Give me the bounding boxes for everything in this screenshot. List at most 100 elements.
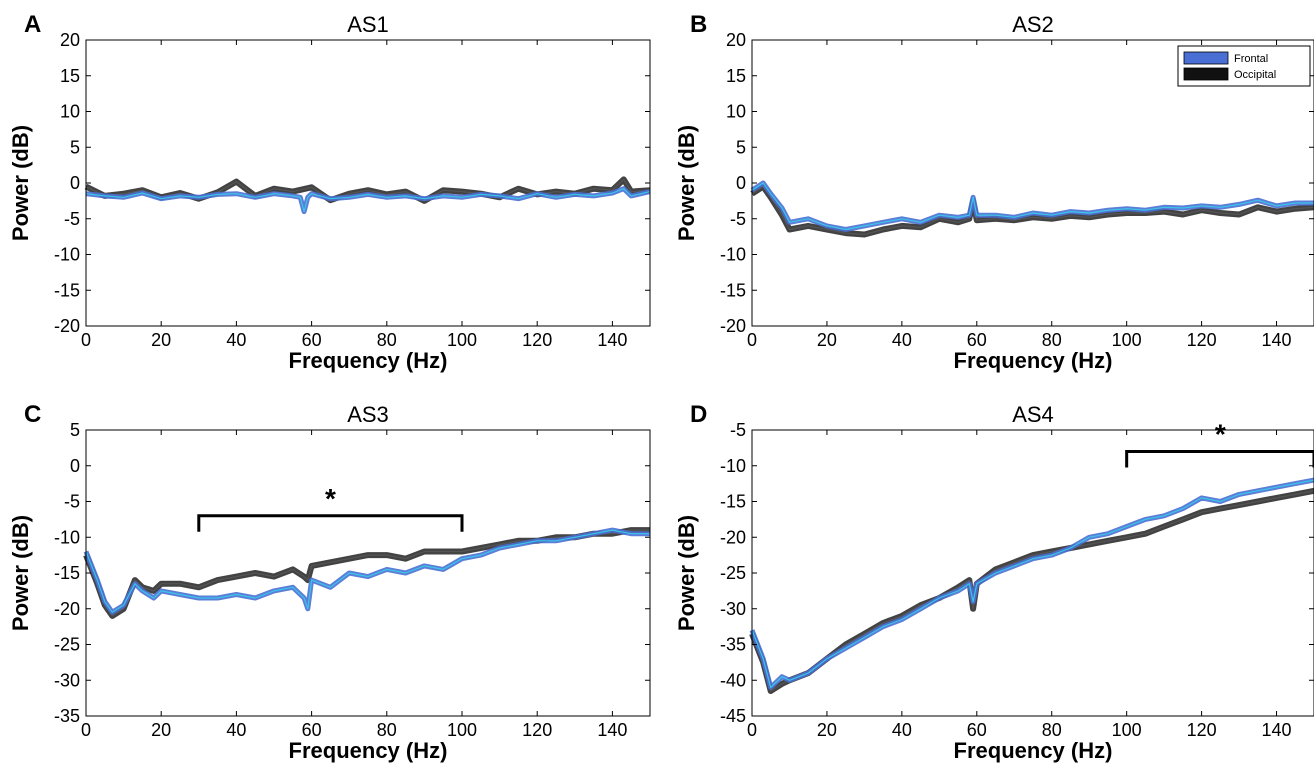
y-tick-label: -35 <box>720 635 746 655</box>
y-tick-label: 0 <box>70 173 80 193</box>
plot-frame <box>85 39 651 327</box>
series-occipital-line <box>751 186 1314 236</box>
x-axis-label: Frequency (Hz) <box>289 348 448 373</box>
series-frontal-band <box>83 527 650 615</box>
panel-letter: B <box>690 11 707 38</box>
panel-b: B AS2 0 20 40 60 80 100 120 140 -20 -15 -10 -5 0 5 10 15 2… <box>674 11 1314 373</box>
y-tick-label: -15 <box>54 563 80 583</box>
y-tick-label: 5 <box>70 137 80 157</box>
x-tick-label: 120 <box>522 330 552 350</box>
y-axis-label: Power (dB) <box>8 125 33 241</box>
panel-a: A AS1 0 20 40 60 80 100 120 140 -20 -15 -10 -5 0 5 10 15 2… <box>8 11 651 373</box>
x-tick-label: 0 <box>747 330 757 350</box>
significance-bracket <box>197 514 464 532</box>
y-axis-label: Power (dB) <box>674 515 699 631</box>
x-tick-label: 20 <box>151 720 171 740</box>
y-tick-label: -10 <box>720 245 746 265</box>
y-tick-label: 5 <box>70 420 80 440</box>
chart-title: AS1 <box>347 12 389 37</box>
y-tick-label: -20 <box>54 316 80 336</box>
x-tick-label: 140 <box>597 330 627 350</box>
y-tick-label: -10 <box>54 245 80 265</box>
y-tick-label: -5 <box>730 420 746 440</box>
y-tick-label: -5 <box>730 209 746 229</box>
chart-title: AS4 <box>1012 402 1054 427</box>
plot-frame <box>85 429 651 717</box>
y-tick-label: -30 <box>54 670 80 690</box>
x-tick-label: 40 <box>892 720 912 740</box>
x-tick-label: 120 <box>522 720 552 740</box>
x-tick-label: 40 <box>226 330 246 350</box>
series-occipital-line <box>751 490 1314 692</box>
x-tick-label: 20 <box>151 330 171 350</box>
y-tick-label: 10 <box>60 102 80 122</box>
x-tick-label: 20 <box>817 720 837 740</box>
legend: Frontal Occipital <box>1177 45 1311 87</box>
y-tick-label: -20 <box>54 599 80 619</box>
x-tick-label: 80 <box>1042 720 1062 740</box>
y-tick-label: -30 <box>720 599 746 619</box>
y-tick-label: -45 <box>720 706 746 726</box>
y-tick-label: -5 <box>64 209 80 229</box>
y-tick-label: 0 <box>70 456 80 476</box>
x-tick-label: 20 <box>817 330 837 350</box>
y-tick-label: -15 <box>720 492 746 512</box>
series-group <box>749 477 1314 694</box>
legend-label-frontal: Frontal <box>1234 53 1268 65</box>
x-tick-label: 80 <box>1042 330 1062 350</box>
y-tick-label: -40 <box>720 670 746 690</box>
x-axis-label: Frequency (Hz) <box>289 738 448 763</box>
panel-letter: D <box>690 401 707 428</box>
x-axis-label: Frequency (Hz) <box>954 738 1113 763</box>
series-group <box>83 527 650 619</box>
panel-c: C AS3 0 20 40 60 80 100 120 140 -35 -30 -25 -20 -15 -10… <box>8 401 651 763</box>
y-tick-label: -5 <box>64 492 80 512</box>
series-frontal-line <box>751 182 1314 231</box>
x-tick-label: 60 <box>967 720 987 740</box>
series-occipital-band <box>749 487 1314 694</box>
y-tick-label: 0 <box>736 173 746 193</box>
series-occipital-line <box>85 529 650 617</box>
y-tick-label: -35 <box>54 706 80 726</box>
legend-label-occipital: Occipital <box>1234 69 1276 81</box>
y-tick-label: -15 <box>720 280 746 300</box>
x-tick-label: 80 <box>377 330 397 350</box>
y-tick-label: -20 <box>720 527 746 547</box>
series-group <box>750 180 1314 238</box>
panel-d: D AS4 0 20 40 60 80 100 120 140 -45 -40 -35 -30 -25 -20… <box>674 401 1314 763</box>
y-tick-label: -15 <box>54 280 80 300</box>
significance-bracket <box>1125 449 1314 468</box>
x-tick-label: 40 <box>226 720 246 740</box>
x-tick-label: 0 <box>747 720 757 740</box>
series-frontal-line <box>85 188 651 213</box>
series-frontal-band <box>749 477 1314 690</box>
x-tick-label: 120 <box>1187 720 1217 740</box>
x-tick-label: 60 <box>302 720 322 740</box>
y-tick-label: 10 <box>726 102 746 122</box>
y-tick-label: 20 <box>60 30 80 50</box>
y-tick-label: 15 <box>726 66 746 86</box>
legend-swatch-frontal <box>1183 51 1229 65</box>
y-axis-label: Power (dB) <box>8 515 33 631</box>
x-tick-label: 100 <box>447 330 477 350</box>
x-axis-label: Frequency (Hz) <box>954 348 1113 373</box>
x-tick-label: 0 <box>81 330 91 350</box>
series-frontal-line <box>85 529 650 613</box>
y-tick-label: -10 <box>720 456 746 476</box>
series-frontal-line <box>751 479 1314 689</box>
significance-star: * <box>325 483 336 514</box>
series-group <box>84 176 651 215</box>
y-tick-label: 5 <box>736 137 746 157</box>
plot-frame <box>751 429 1314 717</box>
x-tick-label: 80 <box>377 720 397 740</box>
x-tick-label: 140 <box>1262 330 1292 350</box>
x-tick-label: 140 <box>597 720 627 740</box>
y-tick-label: 20 <box>726 30 746 50</box>
panel-letter: C <box>24 401 41 428</box>
x-tick-label: 60 <box>302 330 322 350</box>
y-tick-label: -25 <box>720 563 746 583</box>
x-tick-label: 120 <box>1187 330 1217 350</box>
y-tick-label: -10 <box>54 527 80 547</box>
y-tick-label: -20 <box>720 316 746 336</box>
